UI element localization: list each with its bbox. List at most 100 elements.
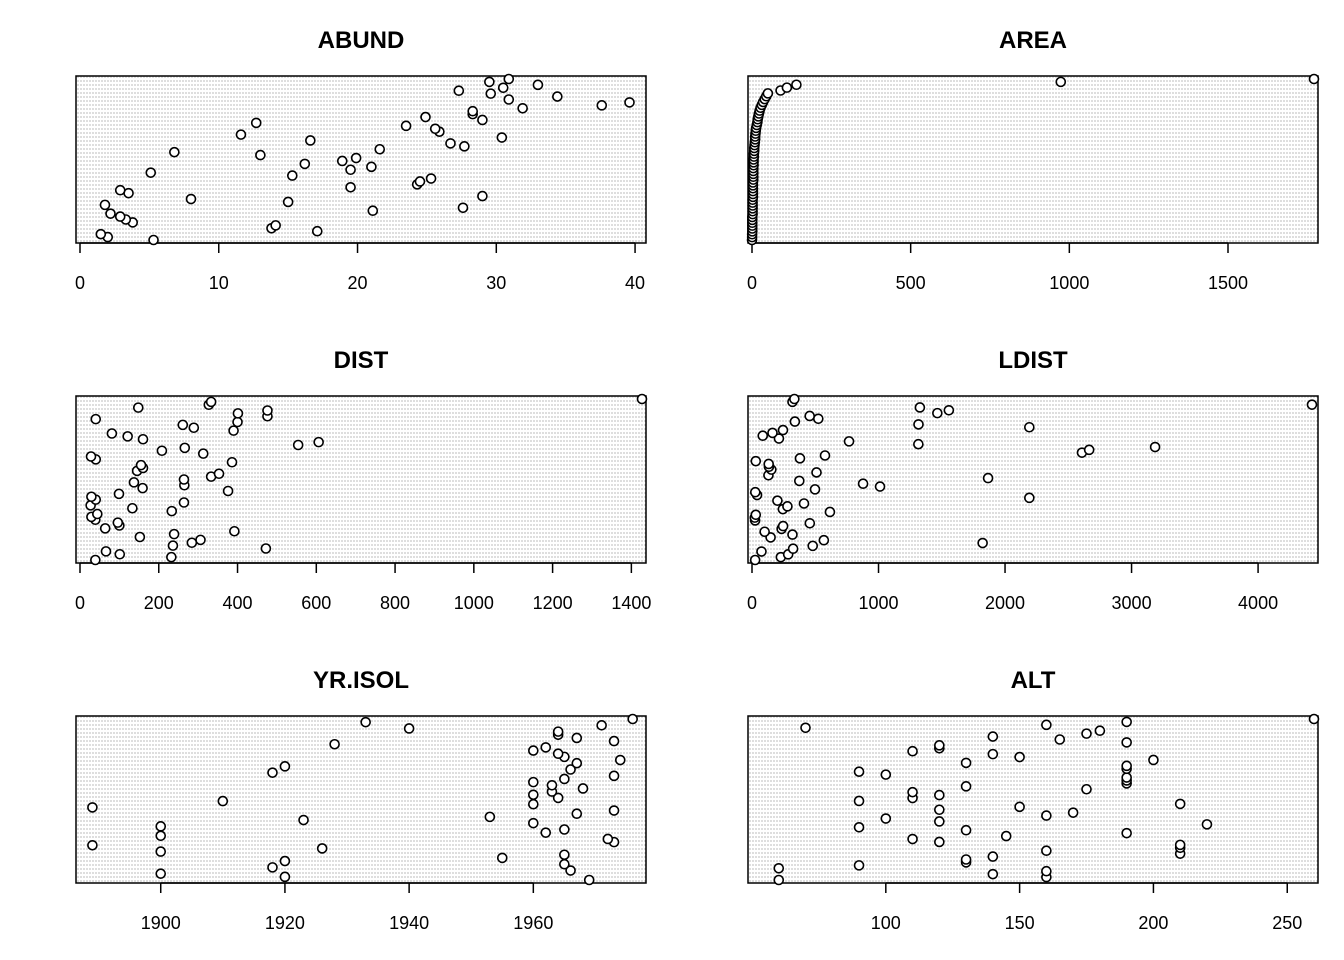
data-point	[213, 468, 225, 480]
data-point	[366, 161, 377, 173]
data-point	[90, 413, 102, 425]
data-point	[773, 862, 785, 874]
panel-yr-isol: YR.ISOL 1900 1920 1940 1960	[75, 667, 647, 933]
x-tick-label: 150	[1005, 913, 1035, 933]
data-point	[596, 720, 607, 731]
data-point	[345, 164, 356, 176]
data-point	[1067, 807, 1079, 818]
data-point	[596, 100, 608, 111]
data-point	[789, 416, 801, 427]
panel-area: AREA 0 500 1000 1500	[746, 27, 1320, 293]
data-point	[853, 822, 865, 833]
data-point	[1083, 444, 1095, 456]
data-point	[145, 167, 157, 178]
data-point	[528, 776, 539, 788]
data-point	[977, 537, 988, 549]
data-point	[99, 523, 111, 534]
data-point	[853, 766, 865, 777]
data-point	[188, 422, 200, 434]
panel-abund: ABUND 0 10 20 30 40	[75, 27, 647, 293]
data-point	[1306, 399, 1318, 410]
data-point	[313, 436, 324, 448]
data-point	[798, 498, 810, 509]
data-point	[235, 129, 247, 140]
data-point	[880, 813, 892, 824]
data-point	[914, 402, 926, 413]
x-tick-label: 40	[625, 273, 645, 293]
data-point	[559, 824, 570, 835]
data-point	[552, 792, 564, 804]
data-point	[279, 855, 291, 867]
data-point	[167, 540, 179, 551]
data-point	[982, 472, 994, 484]
data-point	[414, 176, 426, 187]
data-point	[1121, 760, 1132, 772]
data-point	[374, 143, 386, 155]
data-point	[608, 805, 620, 816]
data-point	[772, 495, 783, 506]
data-point	[577, 783, 589, 794]
data-point	[528, 789, 539, 801]
data-point	[934, 816, 945, 827]
data-point	[1055, 76, 1067, 88]
data-point	[127, 502, 138, 514]
x-tick-label: 200	[1138, 913, 1168, 933]
data-point	[763, 458, 775, 470]
data-point	[804, 517, 816, 529]
data-point	[987, 731, 999, 742]
data-point	[1041, 865, 1052, 877]
data-point	[137, 482, 148, 494]
x-tick-label: 1960	[513, 913, 553, 933]
data-point	[781, 82, 793, 93]
data-point	[750, 455, 762, 467]
data-point	[113, 488, 125, 500]
data-point	[336, 155, 348, 167]
data-point	[299, 158, 311, 170]
x-tick-label: 10	[209, 273, 229, 293]
data-point	[565, 865, 576, 876]
data-point	[360, 716, 371, 728]
x-tick-label: 1940	[389, 913, 429, 933]
data-point	[934, 740, 945, 751]
data-point	[1054, 734, 1066, 745]
data-point	[528, 798, 539, 810]
data-point	[260, 543, 272, 554]
data-point	[155, 846, 167, 857]
data-point	[85, 451, 97, 462]
data-point	[90, 554, 101, 566]
data-points	[85, 393, 648, 566]
data-point	[1174, 798, 1186, 810]
panel-alt: ALT 100 150 200 250	[747, 667, 1320, 933]
data-point	[205, 396, 217, 408]
data-point	[913, 419, 924, 430]
data-point	[262, 405, 273, 416]
data-point	[1081, 728, 1092, 739]
grid-lines	[77, 396, 646, 563]
data-point	[960, 824, 972, 836]
data-point	[1308, 73, 1320, 85]
data-point	[608, 770, 620, 782]
data-point	[1148, 754, 1159, 766]
data-point	[811, 467, 822, 478]
data-point	[546, 779, 558, 791]
data-point	[270, 220, 281, 231]
data-point	[782, 501, 793, 512]
data-point	[155, 868, 167, 879]
data-point	[467, 105, 479, 117]
data-point	[987, 748, 999, 760]
data-point	[777, 424, 789, 436]
data-point	[1024, 421, 1035, 433]
data-point	[791, 79, 802, 91]
x-tick-label: 30	[486, 273, 506, 293]
data-point	[222, 485, 234, 497]
x-tick-label: 0	[75, 273, 85, 293]
panel-title: ALT	[1011, 667, 1056, 694]
data-point	[1121, 772, 1132, 783]
data-point	[496, 852, 508, 864]
data-point	[1121, 737, 1132, 748]
x-tick-label: 1000	[454, 593, 494, 613]
data-point	[267, 862, 278, 873]
x-axis: 0 1000 2000 3000 4000	[747, 562, 1278, 613]
x-axis: 0 10 20 30 40	[75, 242, 645, 293]
data-point	[762, 88, 774, 99]
